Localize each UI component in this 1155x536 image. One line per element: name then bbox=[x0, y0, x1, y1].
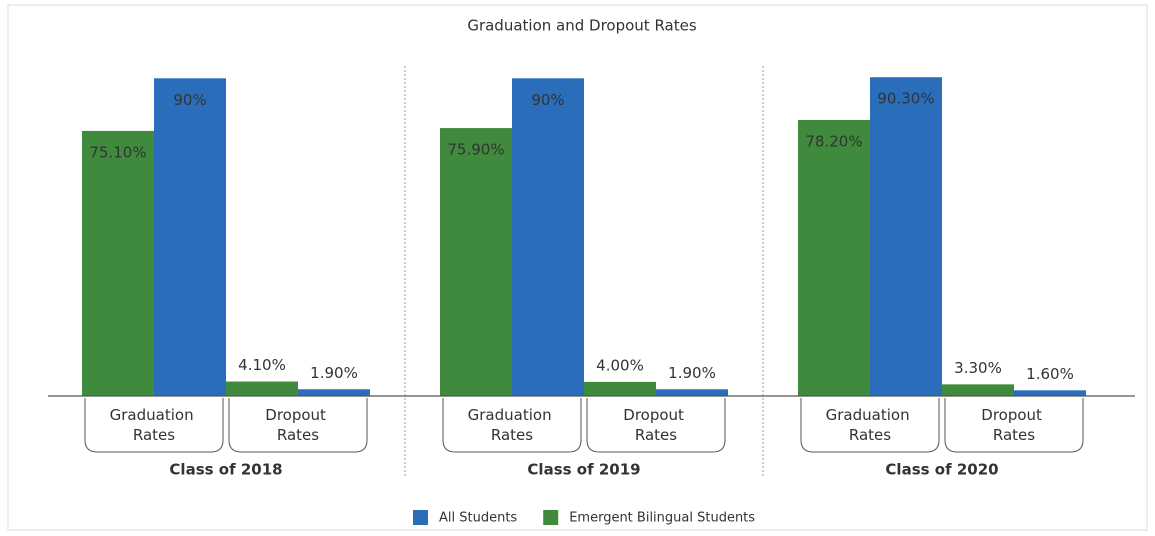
bar bbox=[584, 381, 656, 396]
bar bbox=[798, 119, 870, 396]
value-label: 90.30% bbox=[877, 90, 934, 108]
category-label: Dropout Rates bbox=[623, 406, 688, 444]
bar bbox=[656, 389, 728, 396]
value-label: 75.90% bbox=[447, 141, 504, 159]
category-bracket bbox=[442, 398, 582, 453]
category-bracket bbox=[944, 398, 1084, 453]
group-label: Class of 2020 bbox=[885, 461, 998, 479]
value-label: 1.90% bbox=[668, 364, 716, 382]
bar bbox=[942, 384, 1014, 396]
bar bbox=[1014, 390, 1086, 396]
legend-swatch bbox=[413, 510, 428, 525]
chart-title: Graduation and Dropout Rates bbox=[467, 17, 697, 35]
legend-label: All Students bbox=[439, 511, 517, 526]
category-label: Dropout Rates bbox=[981, 406, 1046, 444]
category-bracket bbox=[586, 398, 726, 453]
value-label: 75.10% bbox=[89, 143, 146, 161]
bar bbox=[154, 78, 226, 397]
chart-border bbox=[7, 4, 1148, 531]
group-label: Class of 2018 bbox=[169, 461, 282, 479]
category-label: Graduation Rates bbox=[468, 406, 557, 444]
value-label: 3.30% bbox=[954, 359, 1002, 377]
value-label: 4.00% bbox=[596, 356, 644, 374]
category-label: Dropout Rates bbox=[265, 406, 330, 444]
bar bbox=[440, 128, 512, 396]
value-label: 90% bbox=[531, 91, 564, 109]
legend-swatch bbox=[543, 510, 559, 525]
category-bracket bbox=[228, 398, 368, 453]
bar bbox=[298, 389, 370, 396]
bar bbox=[512, 78, 584, 397]
category-label: Graduation Rates bbox=[826, 406, 915, 444]
bar bbox=[870, 77, 942, 396]
category-bracket bbox=[84, 398, 224, 453]
value-label: 90% bbox=[173, 91, 206, 109]
value-label: 1.90% bbox=[310, 364, 358, 382]
legend-label: Emergent Bilingual Students bbox=[569, 511, 755, 526]
value-label: 78.20% bbox=[805, 132, 862, 150]
bar bbox=[82, 130, 154, 396]
value-label: 1.60% bbox=[1026, 365, 1074, 383]
value-label: 4.10% bbox=[238, 356, 286, 374]
group-label: Class of 2019 bbox=[527, 461, 640, 479]
category-label: Graduation Rates bbox=[110, 406, 199, 444]
category-bracket bbox=[800, 398, 940, 453]
bar bbox=[226, 381, 298, 396]
